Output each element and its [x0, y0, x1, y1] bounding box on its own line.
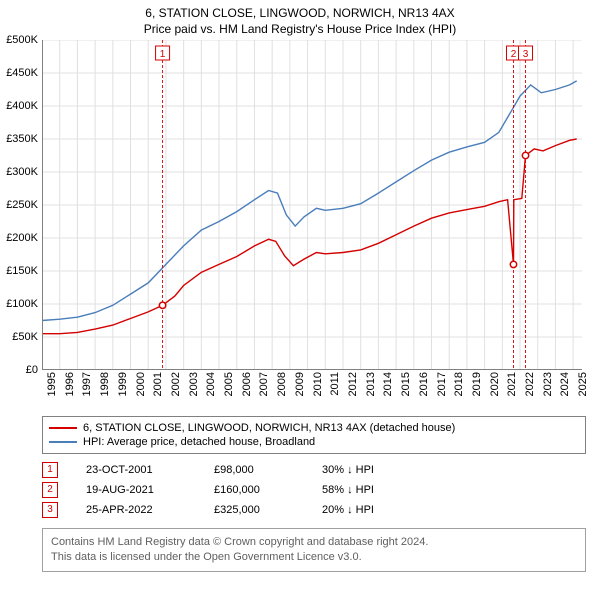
- x-tick-label: 2022: [524, 372, 536, 396]
- x-tick-label: 2005: [223, 372, 235, 396]
- x-tick-label: 2000: [135, 372, 147, 396]
- svg-text:3: 3: [523, 49, 529, 60]
- x-tick-label: 2006: [241, 372, 253, 396]
- marker-table: 1 23-OCT-2001 £98,000 30% ↓ HPI 2 19-AUG-2021…: [42, 460, 586, 520]
- legend: 6, STATION CLOSE, LINGWOOD, NORWICH, NR1…: [42, 416, 586, 454]
- x-tick-label: 2019: [471, 372, 483, 396]
- x-tick-label: 2023: [542, 372, 554, 396]
- x-tick-label: 2009: [294, 372, 306, 396]
- x-tick-label: 2024: [559, 372, 571, 396]
- x-tick-label: 2003: [188, 372, 200, 396]
- marker-price: £98,000: [214, 464, 294, 476]
- x-tick-label: 1997: [81, 372, 93, 396]
- marker-dot: [510, 261, 516, 267]
- title-sub: Price paid vs. HM Land Registry's House …: [4, 22, 596, 36]
- y-tick-label: £450K: [6, 67, 38, 79]
- x-tick-label: 2008: [276, 372, 288, 396]
- y-tick-label: £500K: [6, 34, 38, 46]
- x-tick-label: 2012: [347, 372, 359, 396]
- y-tick-label: £300K: [6, 166, 38, 178]
- y-tick-label: £350K: [6, 133, 38, 145]
- y-tick-label: £50K: [12, 331, 38, 343]
- legend-label: 6, STATION CLOSE, LINGWOOD, NORWICH, NR1…: [83, 422, 455, 434]
- plot-svg: 1 23: [42, 40, 582, 370]
- x-tick-label: 1999: [117, 372, 129, 396]
- x-tick-label: 2002: [170, 372, 182, 396]
- x-axis: 1995 1996 1997 1998 1999 2000 2001 2002 2003 2004…: [42, 370, 582, 410]
- x-tick-label: 2017: [436, 372, 448, 396]
- x-tick-label: 2016: [418, 372, 430, 396]
- x-tick-label: 2010: [312, 372, 324, 396]
- title-address: 6, STATION CLOSE, LINGWOOD, NORWICH, NR1…: [4, 6, 596, 20]
- x-tick-label: 2025: [577, 372, 589, 396]
- svg-text:1: 1: [160, 49, 166, 60]
- x-tick-label: 2014: [382, 372, 394, 396]
- x-tick-label: 2011: [329, 372, 341, 396]
- marker-flag: 3: [519, 46, 533, 60]
- svg-text:2: 2: [511, 49, 517, 60]
- series-hpi: [42, 81, 577, 321]
- marker-flag: 1: [156, 46, 170, 60]
- legend-item: HPI: Average price, detached house, Broa…: [49, 435, 579, 449]
- marker-table-row: 2 19-AUG-2021 £160,000 58% ↓ HPI: [42, 480, 586, 500]
- chart-titles: 6, STATION CLOSE, LINGWOOD, NORWICH, NR1…: [0, 0, 600, 40]
- marker-date: 23-OCT-2001: [86, 464, 186, 476]
- marker-badge: 1: [42, 462, 58, 478]
- y-tick-label: £200K: [6, 232, 38, 244]
- attribution-line1: Contains HM Land Registry data © Crown c…: [51, 535, 577, 550]
- marker-date: 19-AUG-2021: [86, 484, 186, 496]
- marker-price: £160,000: [214, 484, 294, 496]
- x-tick-label: 2001: [152, 372, 164, 396]
- legend-item: 6, STATION CLOSE, LINGWOOD, NORWICH, NR1…: [49, 421, 579, 435]
- legend-label: HPI: Average price, detached house, Broa…: [83, 436, 315, 448]
- y-tick-label: £0: [26, 364, 38, 376]
- marker-badge: 3: [42, 502, 58, 518]
- y-axis: £0£50K£100K£150K£200K£250K£300K£350K£400…: [0, 40, 42, 370]
- marker-dot: [522, 152, 528, 158]
- x-tick-label: 2013: [365, 372, 377, 396]
- x-tick-label: 2004: [205, 372, 217, 396]
- legend-swatch: [49, 427, 77, 429]
- attribution-box: Contains HM Land Registry data © Crown c…: [42, 528, 586, 572]
- y-tick-label: £150K: [6, 265, 38, 277]
- legend-swatch: [49, 441, 77, 443]
- x-tick-label: 1996: [64, 372, 76, 396]
- x-tick-label: 2020: [489, 372, 501, 396]
- x-tick-label: 1995: [46, 372, 58, 396]
- marker-dot: [159, 302, 165, 308]
- y-tick-label: £400K: [6, 100, 38, 112]
- marker-badge: 2: [42, 482, 58, 498]
- x-tick-label: 1998: [99, 372, 111, 396]
- plot-area: 1 23: [42, 40, 582, 370]
- x-tick-label: 2018: [453, 372, 465, 396]
- marker-table-row: 3 25-APR-2022 £325,000 20% ↓ HPI: [42, 500, 586, 520]
- marker-delta: 20% ↓ HPI: [322, 504, 422, 516]
- y-tick-label: £100K: [6, 298, 38, 310]
- y-tick-label: £250K: [6, 199, 38, 211]
- x-tick-label: 2015: [400, 372, 412, 396]
- attribution-line2: This data is licensed under the Open Gov…: [51, 550, 577, 565]
- x-tick-label: 2021: [506, 372, 518, 396]
- marker-table-row: 1 23-OCT-2001 £98,000 30% ↓ HPI: [42, 460, 586, 480]
- chart-container: 6, STATION CLOSE, LINGWOOD, NORWICH, NR1…: [0, 0, 600, 572]
- marker-date: 25-APR-2022: [86, 504, 186, 516]
- marker-delta: 30% ↓ HPI: [322, 464, 422, 476]
- marker-price: £325,000: [214, 504, 294, 516]
- marker-delta: 58% ↓ HPI: [322, 484, 422, 496]
- x-tick-label: 2007: [258, 372, 270, 396]
